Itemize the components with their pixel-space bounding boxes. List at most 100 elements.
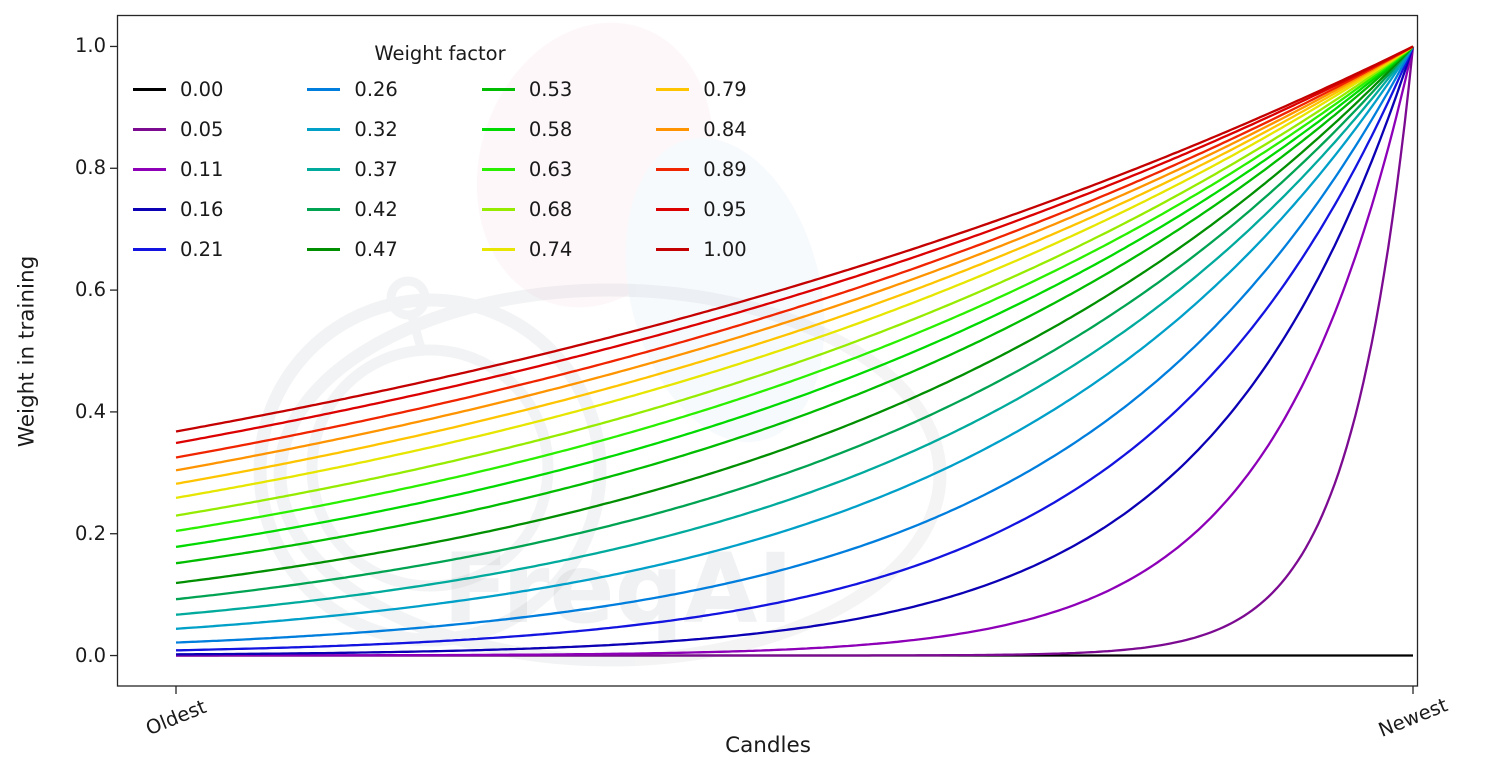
- legend-label-0.42: 0.42: [354, 197, 398, 221]
- legend-item-0.68: 0.68: [481, 197, 573, 221]
- legend-label-0.32: 0.32: [354, 117, 398, 141]
- legend-line-swatch-0.84: [656, 127, 690, 131]
- legend-label-0.58: 0.58: [528, 117, 573, 141]
- curve-weight-factor-0.32: [175, 45, 1414, 630]
- legend-line-swatch-0.74: [481, 247, 515, 251]
- legend-item-0.42: 0.42: [307, 197, 398, 221]
- legend-line-swatch-0.42: [307, 207, 341, 211]
- watermark-mascot-outer-circle: [253, 293, 607, 647]
- legend-item-0.11: 0.11: [133, 157, 223, 181]
- curve-weight-factor-1.00: [175, 45, 1414, 433]
- legend-label-1.00: 1.00: [703, 237, 747, 261]
- legend-label-0.47: 0.47: [354, 237, 398, 261]
- legend-item-0.26: 0.26: [307, 77, 398, 101]
- legend-line-swatch-0.47: [307, 247, 341, 251]
- curve-weight-factor-0.95: [175, 45, 1414, 445]
- legend-title: Weight factor: [374, 42, 506, 65]
- curve-weight-factor-0.37: [175, 45, 1414, 616]
- legend-label-0.53: 0.53: [528, 77, 573, 101]
- legend-item-1.00: 1.00: [656, 237, 747, 261]
- curve-weight-factor-0.84: [175, 45, 1414, 472]
- legend-line-swatch-0.11: [133, 167, 166, 171]
- curve-weight-factor-0.74: [175, 45, 1414, 500]
- legend-item-0.37: 0.37: [307, 157, 398, 181]
- curves-group: [175, 45, 1415, 657]
- legend-label-0.05: 0.05: [180, 117, 224, 141]
- legend-item-0.32: 0.32: [307, 117, 398, 141]
- curve-weight-factor-0.89: [175, 45, 1414, 459]
- legend-label-0.84: 0.84: [703, 117, 747, 141]
- legend-line-swatch-0.95: [656, 207, 690, 211]
- curve-weight-factor-0.11: [176, 46, 1415, 657]
- legend-item-0.79: 0.79: [656, 77, 747, 101]
- legend-line-swatch-0.53: [481, 87, 515, 91]
- curve-weight-factor-0.16: [175, 46, 1415, 656]
- y-tick-label-0.0: 0.0: [74, 643, 106, 667]
- curve-weight-factor-0.63: [175, 45, 1414, 533]
- curve-weight-factor-0.21: [176, 46, 1415, 652]
- legend-line-swatch-0.68: [481, 207, 515, 211]
- watermark-mascot-inner-circle: [306, 344, 554, 592]
- legend-line-swatch-0.63: [481, 167, 515, 171]
- legend-line-swatch-0.37: [307, 167, 341, 171]
- legend-line-swatch-0.16: [133, 207, 166, 211]
- curve-weight-factor-0.79: [175, 45, 1414, 485]
- legend-label-0.26: 0.26: [354, 77, 398, 101]
- legend-line-swatch-0.79: [656, 87, 690, 91]
- legend-item-0.63: 0.63: [481, 157, 573, 181]
- legend-label-0.21: 0.21: [180, 237, 224, 261]
- legend-line-swatch-1.00: [656, 247, 690, 251]
- curve-weight-factor-0.53: [175, 45, 1414, 565]
- legend-label-0.11: 0.11: [180, 157, 224, 181]
- legend-line-swatch-0.21: [133, 247, 166, 251]
- legend-item-0.74: 0.74: [481, 237, 573, 261]
- legend-item-0.84: 0.84: [656, 117, 747, 141]
- legend-line-swatch-0.26: [307, 87, 341, 91]
- legend-item-0.95: 0.95: [656, 197, 747, 221]
- legend-item-0.58: 0.58: [481, 117, 573, 141]
- curve-weight-factor-0.58: [175, 45, 1414, 549]
- axes-spines: [116, 14, 1419, 687]
- curve-weight-factor-0.42: [175, 45, 1414, 601]
- legend-line-swatch-0.00: [133, 87, 166, 91]
- legend-label-0.16: 0.16: [180, 197, 224, 221]
- curve-weight-factor-0.26: [175, 45, 1415, 644]
- y-tick-label-0.4: 0.4: [74, 399, 106, 423]
- legend-label-0.00: 0.00: [180, 77, 224, 101]
- y-tick-label-0.8: 0.8: [74, 156, 106, 180]
- legend-label-0.79: 0.79: [703, 77, 747, 101]
- tick-marks: [110, 45, 1414, 694]
- curve-weight-factor-0.68: [175, 45, 1414, 517]
- legend-item-0.00: 0.00: [133, 77, 223, 101]
- legend-label-0.37: 0.37: [354, 157, 398, 181]
- freqai-watermark: FreqAI: [253, 22, 947, 667]
- legend: Weight factor 0.00 0.05 0.11 0.16 0.21 0.26 0.…: [133, 42, 747, 261]
- legend-line-swatch-0.32: [307, 127, 341, 131]
- legend-label-0.89: 0.89: [703, 157, 747, 181]
- legend-line-swatch-0.05: [133, 127, 166, 131]
- legend-label-0.74: 0.74: [528, 237, 573, 261]
- legend-item-0.47: 0.47: [307, 237, 398, 261]
- legend-item-0.21: 0.21: [133, 237, 223, 261]
- y-axis-label: Weight in training: [14, 255, 40, 448]
- legend-item-0.16: 0.16: [133, 197, 223, 221]
- watermark-text: FreqAI: [443, 533, 794, 645]
- watermark-swoosh: [273, 283, 947, 667]
- legend-item-0.05: 0.05: [133, 117, 223, 141]
- watermark-mascot-antenna: [386, 276, 430, 320]
- legend-label-0.95: 0.95: [703, 197, 747, 221]
- y-tick-label-0.6: 0.6: [74, 278, 106, 302]
- y-tick-label-1.0: 1.0: [74, 34, 106, 58]
- curve-weight-factor-0.47: [175, 45, 1414, 585]
- y-tick-label-0.2: 0.2: [74, 521, 106, 545]
- legend-line-swatch-0.89: [656, 167, 690, 171]
- legend-label-0.68: 0.68: [528, 197, 573, 221]
- legend-grid: 0.00 0.05 0.11 0.16 0.21 0.26 0.32 0.37 0.42 0.47…: [133, 77, 747, 261]
- legend-label-0.63: 0.63: [528, 157, 573, 181]
- x-axis-label: Candles: [725, 733, 811, 758]
- legend-item-0.53: 0.53: [481, 77, 573, 101]
- legend-item-0.89: 0.89: [656, 157, 747, 181]
- legend-line-swatch-0.58: [481, 127, 515, 131]
